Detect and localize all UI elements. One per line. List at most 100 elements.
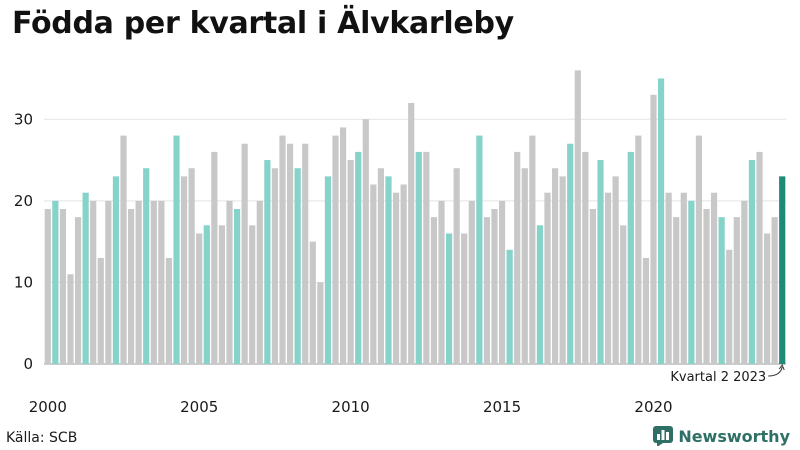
bar bbox=[82, 192, 89, 364]
bar bbox=[468, 200, 475, 364]
bar bbox=[551, 168, 559, 364]
bar bbox=[763, 233, 771, 364]
bar bbox=[604, 192, 612, 364]
bar bbox=[196, 233, 203, 364]
bar bbox=[59, 209, 67, 364]
bar bbox=[339, 127, 347, 364]
bar bbox=[445, 233, 453, 364]
source-label: Källa: SCB bbox=[6, 430, 78, 446]
bar bbox=[52, 200, 59, 364]
bar bbox=[180, 176, 188, 364]
bar bbox=[521, 168, 528, 364]
bar bbox=[529, 135, 536, 364]
bar bbox=[589, 209, 597, 364]
bar bbox=[779, 176, 786, 364]
bar bbox=[430, 217, 438, 364]
bar bbox=[173, 135, 180, 364]
bar bbox=[741, 200, 748, 364]
x-tick-label: 2000 bbox=[29, 398, 67, 416]
bar bbox=[483, 217, 491, 364]
bar bbox=[771, 217, 778, 364]
bar bbox=[582, 151, 589, 364]
y-tick-label: 10 bbox=[14, 273, 33, 291]
annotation: Kvartal 2 2023 bbox=[670, 363, 785, 385]
bar bbox=[408, 102, 415, 365]
bar bbox=[544, 192, 551, 364]
annotation-arrowhead bbox=[778, 363, 785, 371]
bar bbox=[665, 192, 672, 364]
bar bbox=[135, 200, 142, 364]
bar bbox=[688, 200, 695, 364]
x-tick-label: 2020 bbox=[634, 398, 672, 416]
bar bbox=[461, 233, 468, 364]
bar bbox=[498, 200, 506, 364]
bar bbox=[680, 192, 687, 364]
bar bbox=[476, 135, 483, 364]
bar bbox=[211, 151, 218, 364]
bar bbox=[317, 282, 324, 364]
bar bbox=[756, 151, 763, 364]
bar bbox=[271, 168, 279, 364]
bar bbox=[370, 184, 377, 364]
bar bbox=[453, 168, 460, 364]
bar bbox=[642, 257, 650, 364]
bar bbox=[627, 151, 634, 364]
annotation-arrow bbox=[768, 366, 783, 377]
bar bbox=[347, 160, 354, 364]
bar bbox=[112, 176, 120, 364]
bar bbox=[567, 143, 574, 364]
bar bbox=[733, 217, 740, 364]
bar bbox=[127, 209, 135, 364]
bar bbox=[362, 119, 369, 365]
bar bbox=[67, 274, 74, 364]
y-tick-label: 20 bbox=[14, 192, 33, 210]
bar bbox=[415, 151, 422, 364]
bar bbox=[302, 143, 309, 364]
bar bbox=[635, 135, 642, 364]
bar bbox=[241, 143, 248, 364]
bar bbox=[105, 200, 112, 364]
bar bbox=[143, 168, 150, 364]
bar bbox=[423, 151, 430, 364]
bars bbox=[44, 70, 786, 365]
bar bbox=[673, 217, 680, 364]
bar bbox=[392, 192, 400, 364]
bar bbox=[748, 160, 756, 364]
bar bbox=[286, 143, 294, 364]
bar bbox=[165, 257, 173, 364]
bar bbox=[355, 151, 362, 364]
x-tick-label: 2015 bbox=[483, 398, 521, 416]
bar bbox=[514, 151, 521, 364]
bar bbox=[150, 200, 157, 364]
bar bbox=[491, 209, 498, 364]
bar bbox=[188, 168, 195, 364]
bar bbox=[574, 70, 581, 364]
bar-chart-logo-icon bbox=[653, 426, 674, 446]
y-tick-label: 30 bbox=[14, 110, 33, 128]
bar bbox=[536, 225, 544, 364]
bar bbox=[120, 135, 127, 364]
bar bbox=[218, 225, 226, 364]
bar bbox=[377, 168, 385, 364]
x-axis-ticks: 2000 2005 2010 2015 2020 bbox=[29, 398, 673, 416]
bar bbox=[620, 225, 627, 364]
bar bbox=[294, 168, 301, 364]
bar bbox=[97, 257, 104, 364]
y-tick-label: 0 bbox=[23, 355, 33, 373]
bar bbox=[657, 78, 665, 364]
bar bbox=[158, 200, 165, 364]
bar bbox=[710, 192, 718, 364]
x-tick-label: 2005 bbox=[180, 398, 218, 416]
bar bbox=[264, 160, 271, 364]
bar bbox=[695, 135, 703, 364]
bar bbox=[597, 160, 604, 364]
bar bbox=[324, 176, 332, 364]
bar bbox=[726, 249, 733, 364]
bar bbox=[44, 209, 51, 364]
bar bbox=[400, 184, 407, 364]
bar bbox=[90, 200, 97, 364]
bar bbox=[332, 135, 339, 364]
chart-title: Födda per kvartal i Älvkarleby bbox=[12, 6, 514, 41]
y-axis-ticks: 0 10 20 30 bbox=[14, 110, 33, 373]
